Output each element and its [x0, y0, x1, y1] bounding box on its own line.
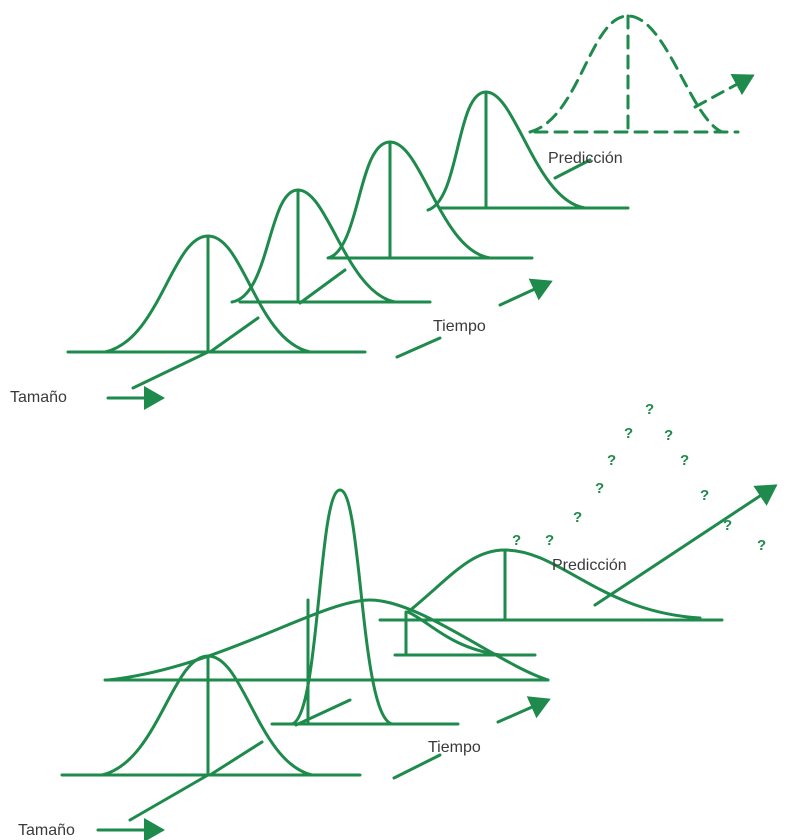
- question-mark: ?: [723, 517, 732, 534]
- question-mark: ?: [545, 532, 554, 549]
- question-mark: ?: [573, 509, 582, 526]
- bottom-distribution-spike: [270, 488, 460, 726]
- top-size-axis-arrow: [106, 350, 210, 410]
- question-mark: ?: [680, 452, 689, 469]
- question-mark: ?: [664, 427, 673, 444]
- top-distribution-3: [326, 140, 534, 260]
- top-time-axis: [208, 158, 592, 359]
- bottom-distribution-2: [393, 610, 537, 657]
- top-distribution-1: [66, 234, 367, 354]
- top-distribution-4: [426, 90, 630, 212]
- question-mark: ?: [595, 480, 604, 497]
- question-mark: ?: [624, 425, 633, 442]
- question-mark: ?: [607, 452, 616, 469]
- top-prediction-label: Predicción: [548, 150, 623, 167]
- question-mark: ?: [700, 487, 709, 504]
- top-prediction-distribution: [528, 14, 755, 134]
- bottom-distribution-wide: [103, 598, 550, 682]
- bottom-prediction-arrow: [593, 484, 778, 607]
- bottom-time-label: Tiempo: [428, 739, 481, 756]
- top-time-label: Tiempo: [433, 318, 486, 335]
- bottom-distribution-1: [60, 654, 362, 777]
- bottom-size-axis-arrow: [96, 773, 210, 840]
- top-size-label: Tamaño: [10, 389, 67, 406]
- bottom-diagram: [60, 484, 778, 840]
- bottom-distribution-3: [378, 548, 724, 622]
- uncertainty-marks: ? ? ? ? ? ? ? ? ? ? ? ?: [512, 401, 766, 554]
- bottom-prediction-label: Predicción: [552, 557, 627, 574]
- question-mark: ?: [757, 537, 766, 554]
- question-mark: ?: [645, 401, 654, 418]
- top-distribution-2: [230, 188, 432, 304]
- bottom-size-label: Tamaño: [18, 822, 75, 839]
- bottom-time-axis: [208, 696, 551, 780]
- top-diagram: [66, 14, 755, 410]
- question-mark: ?: [512, 532, 521, 549]
